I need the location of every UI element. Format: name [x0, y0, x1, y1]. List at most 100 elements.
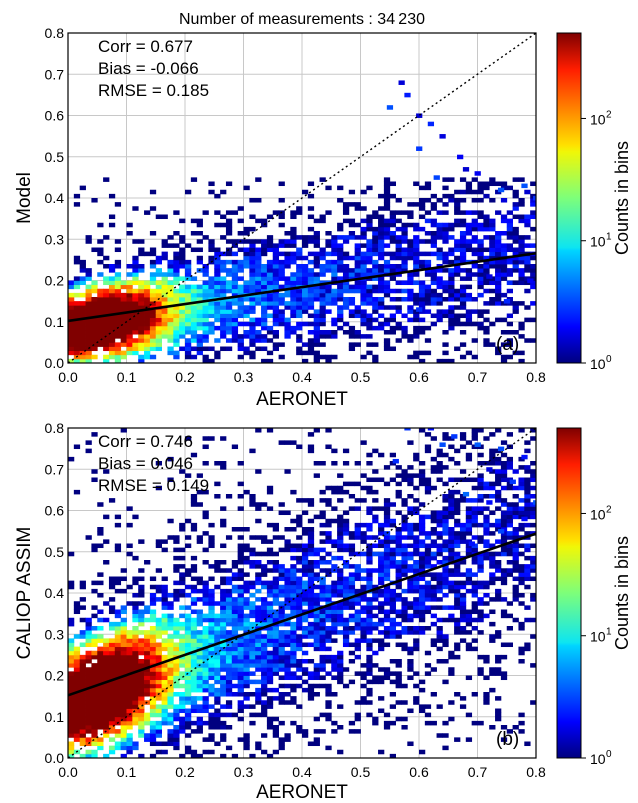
heatmap-cell [419, 428, 426, 433]
heatmap-cell [185, 313, 192, 319]
heatmap-cell [255, 177, 262, 182]
heatmap-cell [202, 321, 209, 327]
heatmap-cell [196, 502, 203, 507]
heatmap-cell [167, 518, 174, 524]
heatmap-cell [389, 634, 396, 639]
heatmap-cell [126, 630, 133, 635]
heatmap-cell [126, 506, 133, 511]
heatmap-cell [442, 720, 449, 726]
heatmap-cell [190, 276, 198, 281]
heatmap-cell [477, 597, 484, 602]
heatmap-cell [173, 679, 180, 685]
heatmap-cell [342, 251, 350, 257]
heatmap-cell [436, 276, 443, 281]
heatmap-cell [278, 646, 285, 652]
heatmap-cell [348, 288, 356, 294]
heatmap-cell [144, 630, 151, 635]
heatmap-cell [348, 494, 356, 499]
heatmap-cell [372, 498, 379, 503]
heatmap-cell [337, 613, 344, 619]
heatmap-cell [91, 280, 98, 286]
heatmap-cell [296, 334, 303, 339]
heatmap-cell [530, 338, 536, 343]
heatmap-cell [73, 675, 81, 681]
heatmap-cell [383, 597, 391, 602]
heatmap-cell [190, 297, 198, 302]
heatmap-cell [190, 617, 198, 623]
heatmap-cell [138, 601, 145, 606]
heatmap-cell [79, 659, 86, 664]
heatmap-cell [448, 543, 455, 549]
heatmap-cell [383, 498, 391, 503]
heatmap-cell [114, 342, 122, 347]
heatmap-cell [366, 642, 373, 648]
heatmap-cell [266, 716, 274, 722]
heatmap-cell [471, 593, 478, 598]
heatmap-cell [302, 642, 309, 648]
heatmap-cell [202, 683, 209, 689]
heatmap-cell [307, 181, 315, 187]
heatmap-cell [401, 264, 408, 269]
heatmap-cell [518, 729, 525, 734]
heatmap-cell [524, 510, 531, 516]
heatmap-cell [73, 696, 81, 701]
heatmap-cell [424, 432, 432, 437]
heatmap-cell [179, 330, 186, 335]
heatmap-cell [302, 609, 309, 615]
heatmap-cell [506, 259, 513, 265]
heatmap-cell [272, 749, 279, 755]
heatmap-cell [214, 626, 221, 631]
heatmap-cell [237, 346, 244, 352]
heatmap-cell [500, 198, 508, 203]
heatmap-cell [108, 330, 116, 335]
heatmap-cell [126, 280, 133, 286]
heatmap-cell [383, 634, 391, 639]
heatmap-cell [383, 226, 391, 232]
heatmap-cell [530, 663, 536, 668]
heatmap-cell [448, 506, 455, 511]
heatmap-cell [354, 305, 361, 310]
heatmap-cell [278, 692, 285, 697]
heatmap-cell [354, 206, 361, 211]
heatmap-cell [243, 626, 250, 631]
heatmap-cell [313, 461, 320, 466]
heatmap-cell [85, 334, 92, 339]
heatmap-cell [155, 309, 162, 314]
heatmap-cell [149, 247, 157, 253]
heatmap-cell [448, 671, 455, 676]
heatmap-cell [103, 725, 110, 730]
heatmap-cell [465, 313, 473, 319]
heatmap-cell [389, 605, 396, 610]
heatmap-cell [454, 477, 461, 483]
heatmap-cell [231, 683, 239, 689]
heatmap-cell [225, 272, 233, 277]
heatmap-cell [401, 239, 408, 244]
heatmap-cell [424, 671, 432, 676]
heatmap-cell [214, 634, 221, 639]
heatmap-cell [465, 222, 473, 228]
heatmap-cell [255, 650, 262, 656]
heatmap-cell [231, 667, 239, 672]
heatmap-cell [255, 317, 262, 323]
heatmap-cell [261, 276, 268, 281]
heatmap-cell [243, 613, 250, 619]
heatmap-cell [401, 255, 408, 261]
heatmap-cell [85, 667, 92, 672]
heatmap-cell [126, 543, 133, 549]
heatmap-cell [366, 334, 373, 339]
heatmap-cell [483, 696, 490, 701]
heatmap-cell [372, 568, 379, 573]
heatmap-cell [255, 301, 262, 306]
heatmap-cell [448, 198, 455, 203]
heatmap-cell [465, 272, 473, 277]
heatmap-cell [313, 564, 320, 569]
heatmap-cell [366, 609, 373, 615]
heatmap-cell [284, 547, 291, 553]
heatmap-cell [430, 597, 437, 602]
heatmap-cell [459, 305, 467, 310]
heatmap-cell [483, 325, 490, 331]
heatmap-cell [337, 473, 344, 478]
heatmap-cell [512, 202, 519, 207]
heatmap-cell [454, 539, 461, 544]
